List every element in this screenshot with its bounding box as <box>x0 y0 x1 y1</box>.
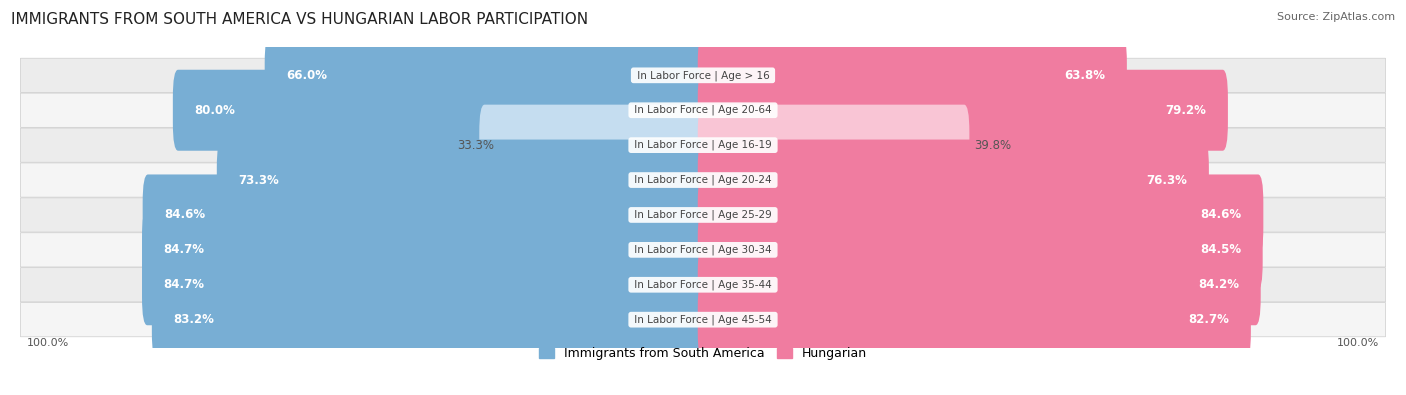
Text: 83.2%: 83.2% <box>173 313 214 326</box>
FancyBboxPatch shape <box>152 279 709 360</box>
FancyBboxPatch shape <box>479 105 709 186</box>
FancyBboxPatch shape <box>21 93 1385 127</box>
FancyBboxPatch shape <box>697 279 1251 360</box>
FancyBboxPatch shape <box>142 209 709 290</box>
FancyBboxPatch shape <box>21 303 1385 337</box>
Text: 84.7%: 84.7% <box>163 243 205 256</box>
FancyBboxPatch shape <box>173 70 709 151</box>
FancyBboxPatch shape <box>697 244 1261 325</box>
Text: IMMIGRANTS FROM SOUTH AMERICA VS HUNGARIAN LABOR PARTICIPATION: IMMIGRANTS FROM SOUTH AMERICA VS HUNGARI… <box>11 12 588 27</box>
FancyBboxPatch shape <box>21 58 1385 92</box>
FancyBboxPatch shape <box>142 175 709 256</box>
Text: In Labor Force | Age 35-44: In Labor Force | Age 35-44 <box>631 280 775 290</box>
FancyBboxPatch shape <box>697 35 1126 116</box>
FancyBboxPatch shape <box>21 128 1385 162</box>
Text: 84.6%: 84.6% <box>165 209 205 222</box>
Text: In Labor Force | Age 25-29: In Labor Force | Age 25-29 <box>631 210 775 220</box>
Text: 66.0%: 66.0% <box>287 69 328 82</box>
Text: 84.2%: 84.2% <box>1198 278 1239 291</box>
FancyBboxPatch shape <box>697 105 969 186</box>
FancyBboxPatch shape <box>697 139 1209 220</box>
Text: 63.8%: 63.8% <box>1064 69 1105 82</box>
FancyBboxPatch shape <box>21 198 1385 232</box>
FancyBboxPatch shape <box>264 35 709 116</box>
Text: 84.5%: 84.5% <box>1199 243 1241 256</box>
FancyBboxPatch shape <box>697 175 1264 256</box>
Text: 33.3%: 33.3% <box>457 139 495 152</box>
Text: 84.6%: 84.6% <box>1201 209 1241 222</box>
Text: In Labor Force | Age > 16: In Labor Force | Age > 16 <box>634 70 772 81</box>
FancyBboxPatch shape <box>21 233 1385 267</box>
FancyBboxPatch shape <box>142 244 709 325</box>
FancyBboxPatch shape <box>697 209 1263 290</box>
FancyBboxPatch shape <box>697 70 1227 151</box>
Text: In Labor Force | Age 16-19: In Labor Force | Age 16-19 <box>631 140 775 150</box>
Text: 73.3%: 73.3% <box>239 173 280 186</box>
FancyBboxPatch shape <box>217 139 709 220</box>
Text: In Labor Force | Age 20-64: In Labor Force | Age 20-64 <box>631 105 775 115</box>
Text: In Labor Force | Age 30-34: In Labor Force | Age 30-34 <box>631 245 775 255</box>
Legend: Immigrants from South America, Hungarian: Immigrants from South America, Hungarian <box>534 342 872 365</box>
Text: 39.8%: 39.8% <box>974 139 1011 152</box>
Text: 82.7%: 82.7% <box>1188 313 1229 326</box>
Text: 100.0%: 100.0% <box>1337 339 1379 348</box>
Text: 100.0%: 100.0% <box>27 339 69 348</box>
FancyBboxPatch shape <box>21 268 1385 302</box>
Text: Source: ZipAtlas.com: Source: ZipAtlas.com <box>1277 12 1395 22</box>
Text: In Labor Force | Age 45-54: In Labor Force | Age 45-54 <box>631 314 775 325</box>
Text: 80.0%: 80.0% <box>194 104 235 117</box>
Text: 79.2%: 79.2% <box>1166 104 1206 117</box>
Text: In Labor Force | Age 20-24: In Labor Force | Age 20-24 <box>631 175 775 185</box>
FancyBboxPatch shape <box>21 163 1385 197</box>
Text: 84.7%: 84.7% <box>163 278 205 291</box>
Text: 76.3%: 76.3% <box>1146 173 1187 186</box>
